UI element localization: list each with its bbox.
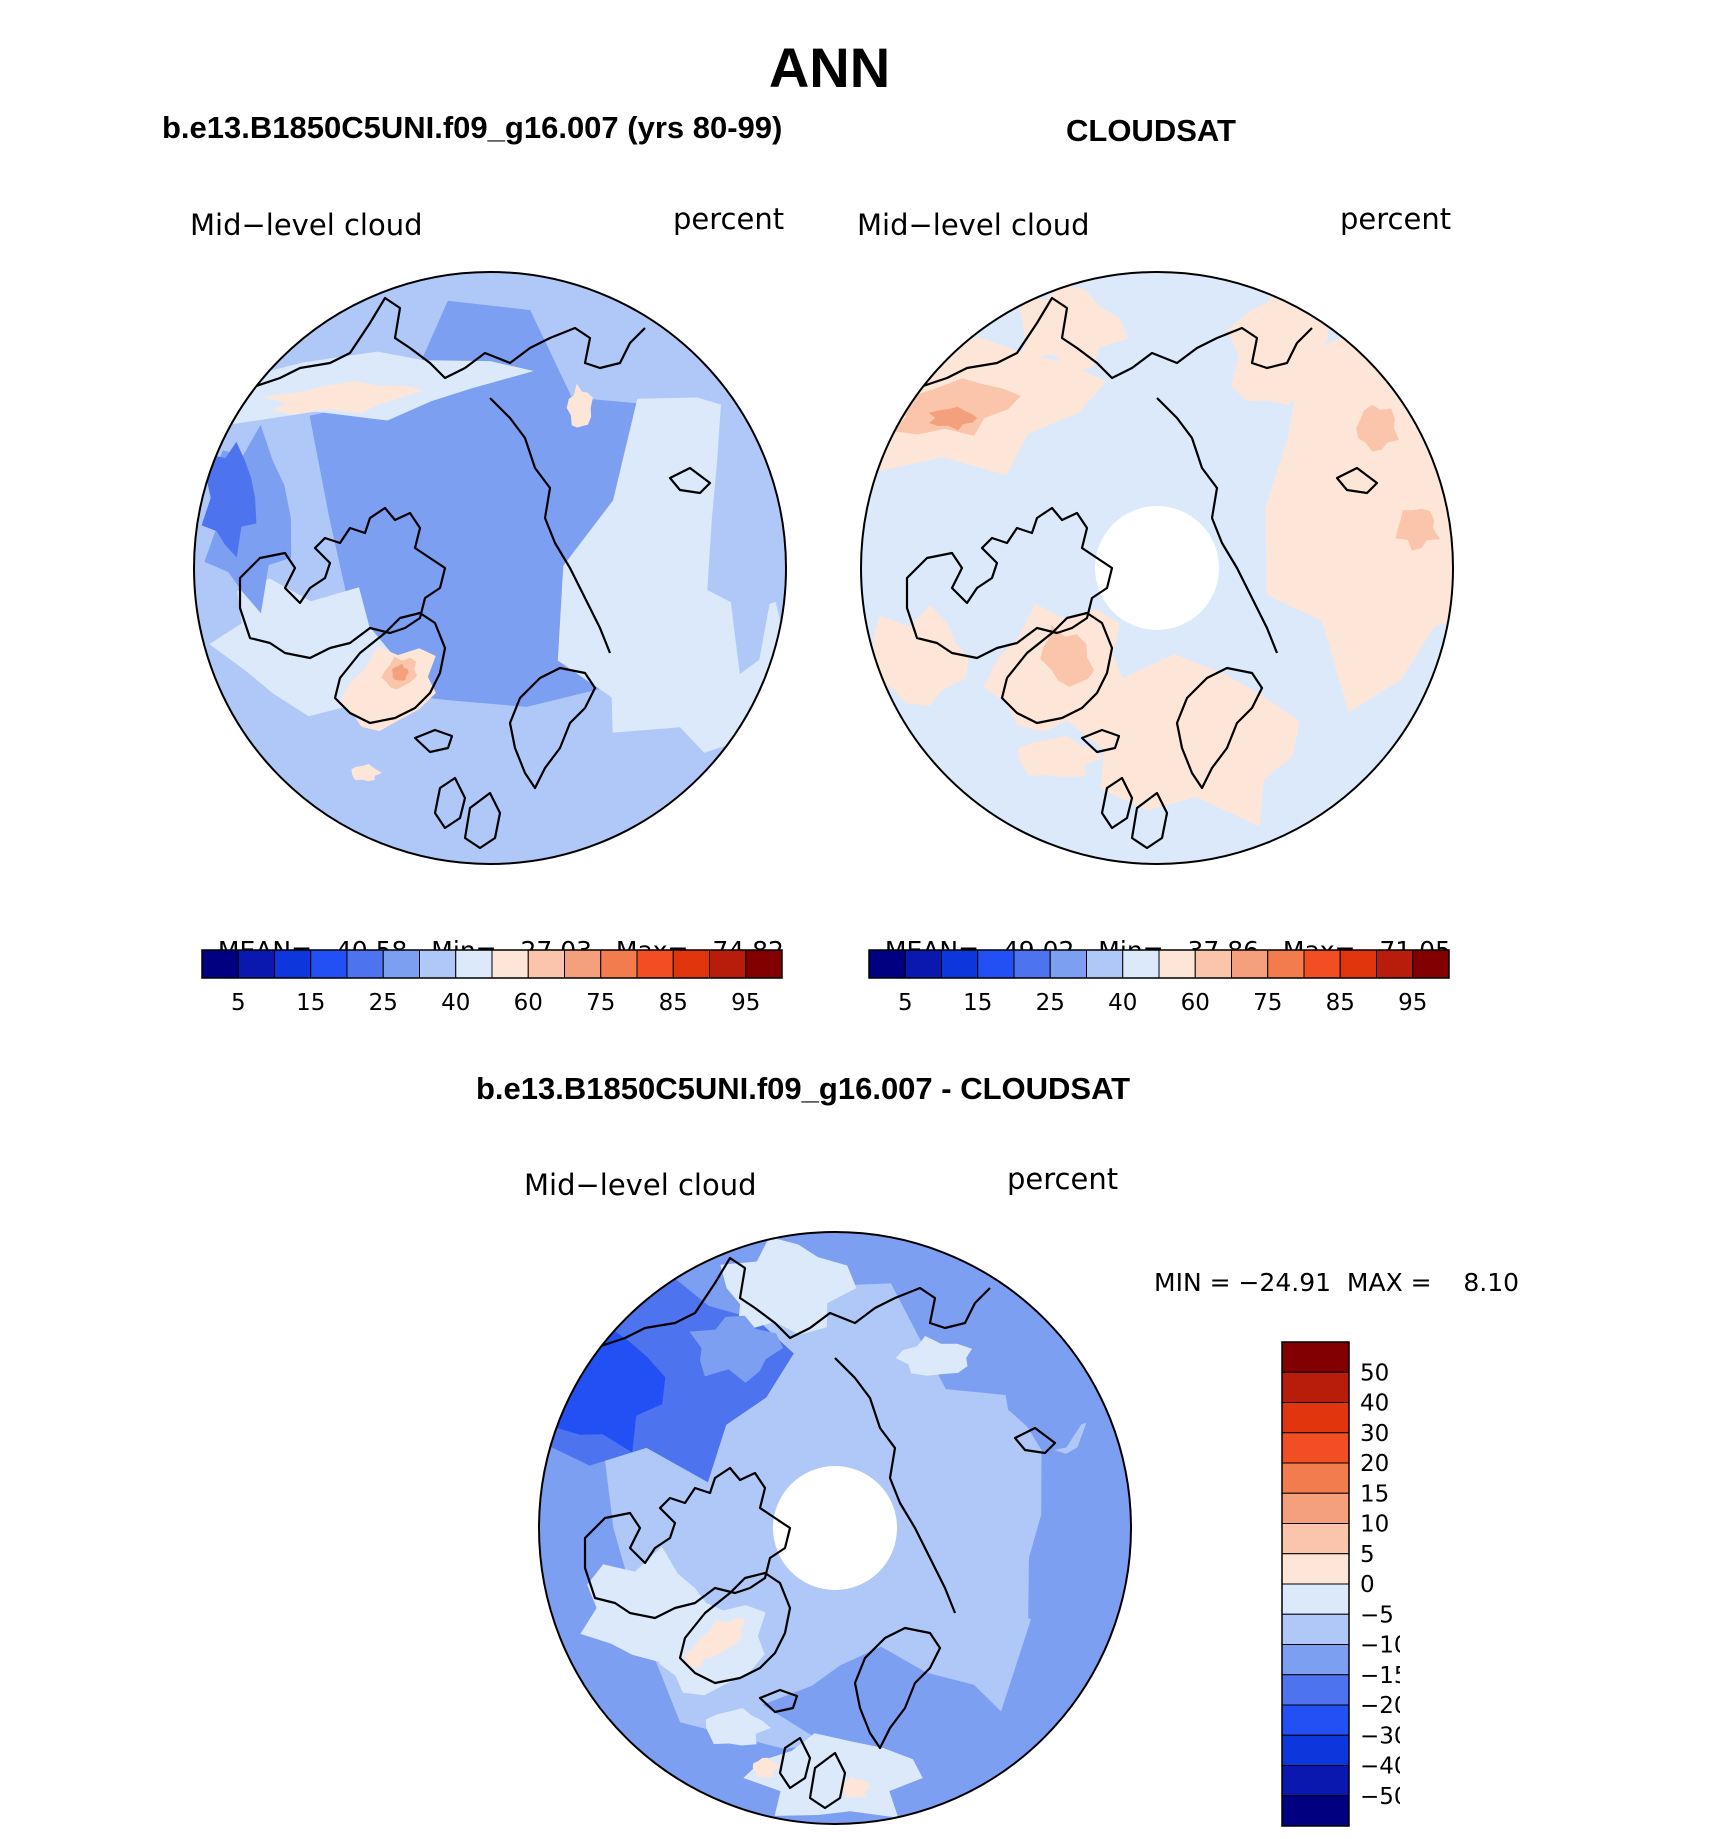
colorbar-tick-label: 25 <box>369 990 398 1016</box>
colorbar-tick-label: −30 <box>1360 1723 1400 1749</box>
colorbar-box <box>673 950 709 978</box>
obs-units-label: percent <box>1340 202 1451 236</box>
model-units-label: percent <box>673 202 784 236</box>
colorbar-box <box>1014 950 1050 978</box>
colorbar-box <box>601 950 637 978</box>
colorbar-box <box>1282 1524 1349 1554</box>
model-polar-map <box>190 268 790 868</box>
colorbar-box <box>202 950 238 978</box>
colorbar-box <box>1282 1584 1349 1614</box>
diff-variable-label: Mid−level cloud <box>524 1168 757 1202</box>
diff-panel-title: b.e13.B1850C5UNI.f09_g16.007 - CLOUDSAT <box>476 1071 1130 1107</box>
colorbar-tick-label: 40 <box>1108 990 1137 1016</box>
obs-colorbar: 5 15 25 40 60 75 85 95 <box>867 948 1452 1018</box>
colorbar-tick-label: −20 <box>1360 1693 1400 1719</box>
colorbar-tick-label: 60 <box>1181 990 1210 1016</box>
colorbar-box <box>1087 950 1123 978</box>
colorbar-tick-label: −40 <box>1360 1754 1400 1780</box>
colorbar-box <box>1282 1463 1349 1493</box>
diff-polar-map <box>535 1228 1135 1828</box>
colorbar-tick-label: −50 <box>1360 1784 1400 1810</box>
colorbar-box <box>905 950 941 978</box>
colorbar-tick-label: 85 <box>659 990 688 1016</box>
obs-variable-label: Mid−level cloud <box>857 208 1090 242</box>
colorbar-box <box>1232 950 1268 978</box>
diff-stats: MIN = −24.91 MAX = 8.10 <box>1154 1268 1519 1297</box>
colorbar-box <box>528 950 564 978</box>
colorbar-tick-label: 20 <box>1360 1451 1389 1477</box>
diff-colorbar: 50403020151050−5−10−15−20−30−40−50 <box>1280 1340 1400 1830</box>
obs-polar-map <box>857 268 1457 868</box>
colorbar-box <box>492 950 528 978</box>
colorbar-tick-label: 15 <box>963 990 992 1016</box>
colorbar-box <box>1268 950 1304 978</box>
colorbar-tick-label: 10 <box>1360 1512 1389 1538</box>
model-colorbar: 5 15 25 40 60 75 85 95 <box>200 948 785 1018</box>
colorbar-box <box>710 950 746 978</box>
colorbar-box <box>383 950 419 978</box>
colorbar-box <box>1050 950 1086 978</box>
colorbar-tick-label: 40 <box>441 990 470 1016</box>
colorbar-tick-label: 75 <box>1253 990 1282 1016</box>
colorbar-box <box>1282 1372 1349 1402</box>
colorbar-tick-label: 15 <box>296 990 325 1016</box>
colorbar-box <box>1282 1735 1349 1765</box>
model-variable-label: Mid−level cloud <box>190 208 423 242</box>
colorbar-box <box>1282 1554 1349 1584</box>
colorbar-tick-label: 5 <box>1360 1542 1375 1568</box>
colorbar-box <box>565 950 601 978</box>
colorbar-box <box>420 950 456 978</box>
main-title: ANN <box>0 35 1659 100</box>
colorbar-box <box>1282 1403 1349 1433</box>
colorbar-tick-label: −15 <box>1360 1663 1400 1689</box>
colorbar-box <box>1282 1645 1349 1675</box>
model-panel-title: b.e13.B1850C5UNI.f09_g16.007 (yrs 80-99) <box>162 110 782 146</box>
colorbar-box <box>1340 950 1376 978</box>
missing-data-pole <box>773 1466 897 1590</box>
colorbar-tick-label: 40 <box>1360 1391 1389 1417</box>
colorbar-box <box>637 950 673 978</box>
colorbar-tick-label: 5 <box>898 990 913 1016</box>
colorbar-box <box>238 950 274 978</box>
colorbar-tick-label: 5 <box>231 990 246 1016</box>
colorbar-box <box>1282 1433 1349 1463</box>
colorbar-box <box>1159 950 1195 978</box>
obs-panel-title: CLOUDSAT <box>1066 113 1236 149</box>
colorbar-box <box>1377 950 1413 978</box>
colorbar-box <box>746 950 782 978</box>
colorbar-tick-label: −5 <box>1360 1602 1394 1628</box>
colorbar-tick-label: 75 <box>586 990 615 1016</box>
colorbar-box <box>1413 950 1449 978</box>
colorbar-tick-label: −10 <box>1360 1633 1400 1659</box>
colorbar-box <box>456 950 492 978</box>
colorbar-tick-label: 95 <box>1398 990 1427 1016</box>
missing-data-pole <box>1095 506 1219 630</box>
colorbar-box <box>1282 1675 1349 1705</box>
colorbar-box <box>1282 1493 1349 1523</box>
colorbar-box <box>1304 950 1340 978</box>
colorbar-box <box>275 950 311 978</box>
colorbar-tick-label: 60 <box>514 990 543 1016</box>
colorbar-box <box>942 950 978 978</box>
colorbar-tick-label: 95 <box>731 990 760 1016</box>
colorbar-box <box>1282 1705 1349 1735</box>
colorbar-tick-label: 85 <box>1326 990 1355 1016</box>
colorbar-box <box>1282 1342 1349 1372</box>
diff-units-label: percent <box>1007 1162 1118 1196</box>
colorbar-box <box>869 950 905 978</box>
colorbar-tick-label: 25 <box>1036 990 1065 1016</box>
colorbar-tick-label: 0 <box>1360 1572 1375 1598</box>
colorbar-box <box>978 950 1014 978</box>
colorbar-box <box>347 950 383 978</box>
colorbar-box <box>1195 950 1231 978</box>
colorbar-box <box>1282 1796 1349 1826</box>
colorbar-box <box>1123 950 1159 978</box>
colorbar-box <box>1282 1766 1349 1796</box>
colorbar-tick-label: 15 <box>1360 1481 1389 1507</box>
colorbar-tick-label: 50 <box>1360 1360 1389 1386</box>
colorbar-tick-label: 30 <box>1360 1421 1389 1447</box>
colorbar-box <box>311 950 347 978</box>
colorbar-box <box>1282 1614 1349 1644</box>
